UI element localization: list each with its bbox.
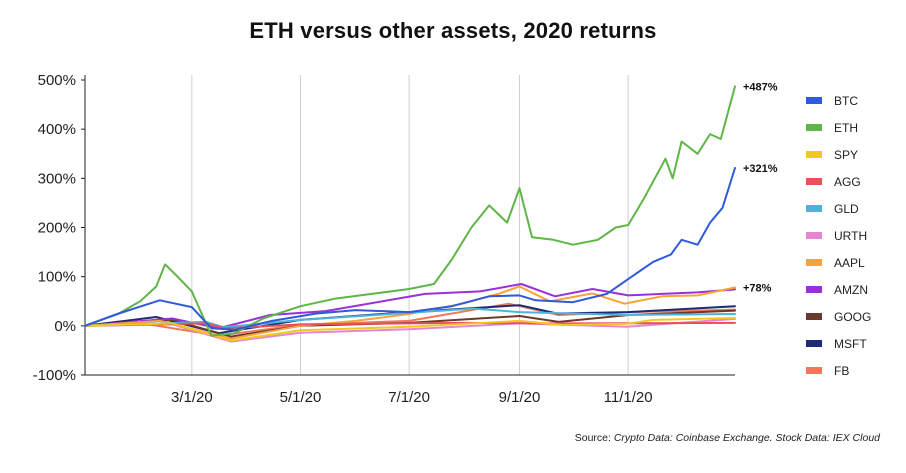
- source-note: Source: Crypto Data: Coinbase Exchange. …: [575, 432, 880, 444]
- x-tick-label: 7/1/20: [388, 389, 430, 406]
- legend-label-msft: MSFT: [834, 337, 867, 351]
- end-label-btc: +321%: [743, 163, 778, 175]
- legend-label-fb: FB: [834, 364, 849, 378]
- legend-swatch-urth: [806, 232, 822, 239]
- end-labels: +487% +321% +78%: [743, 81, 778, 294]
- series-line-btc: [84, 167, 736, 331]
- legend-label-gld: GLD: [834, 202, 859, 216]
- y-tick-label: 300%: [38, 170, 76, 187]
- y-tick-label: 200%: [38, 220, 76, 237]
- legend-swatch-spy: [806, 151, 822, 158]
- y-tick-label: 100%: [38, 269, 76, 286]
- legend-swatch-goog: [806, 313, 822, 320]
- legend-swatch-aapl: [806, 259, 822, 266]
- x-tick-label: 9/1/20: [499, 389, 541, 406]
- legend-label-amzn: AMZN: [834, 283, 868, 297]
- source-crypto: Crypto Data: Coinbase Exchange. Stock Da…: [613, 432, 833, 444]
- axes: 3/1/20 5/1/20 7/1/20 9/1/20 11/1/20 -100% 0% 10…: [33, 72, 735, 406]
- x-tick-label: 11/1/20: [604, 389, 653, 406]
- y-tick-label: -100%: [33, 367, 76, 384]
- y-tick-label: 400%: [38, 121, 76, 138]
- y-tick-label: 500%: [38, 72, 76, 89]
- legend-label-urth: URTH: [834, 229, 867, 243]
- x-tick-label: 3/1/20: [171, 389, 213, 406]
- legend-swatch-agg: [806, 178, 822, 185]
- chart-title: ETH versus other assets, 2020 returns: [249, 18, 657, 43]
- legend-label-spy: SPY: [834, 148, 858, 162]
- legend-swatch-fb: [806, 367, 822, 374]
- series-line-gld: [84, 307, 736, 329]
- legend-swatch-eth: [806, 124, 822, 131]
- source-stock: IEX Cloud: [832, 432, 880, 444]
- end-label-aapl: +78%: [743, 282, 772, 294]
- legend: BTC ETH SPY AGG GLD URTH AAPL AMZN GOOG MSFT FB: [806, 94, 871, 378]
- series-line-aapl: [84, 285, 736, 340]
- series-line-eth: [84, 85, 736, 337]
- legend-label-eth: ETH: [834, 121, 858, 135]
- x-tick-label: 5/1/20: [280, 389, 322, 406]
- legend-swatch-btc: [806, 97, 822, 104]
- legend-label-goog: GOOG: [834, 310, 871, 324]
- series-line-spy: [84, 317, 736, 342]
- legend-label-btc: BTC: [834, 94, 858, 108]
- legend-label-aapl: AAPL: [834, 256, 865, 270]
- y-tick-label: 0%: [54, 318, 76, 335]
- end-label-eth: +487%: [743, 81, 778, 93]
- legend-label-agg: AGG: [834, 175, 861, 189]
- legend-swatch-gld: [806, 205, 822, 212]
- source-prefix: Source:: [574, 432, 614, 444]
- legend-swatch-amzn: [806, 286, 822, 293]
- legend-swatch-msft: [806, 340, 822, 347]
- series-lines: [84, 85, 736, 343]
